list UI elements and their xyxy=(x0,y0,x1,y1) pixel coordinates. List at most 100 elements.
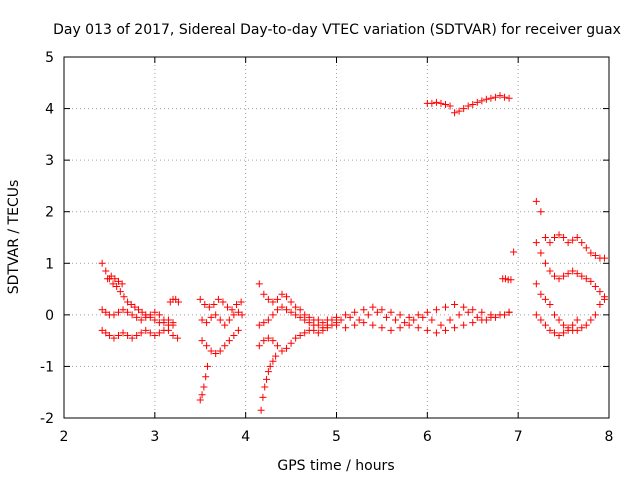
data-point xyxy=(260,290,268,298)
x-tick-label: 3 xyxy=(150,429,159,445)
data-point xyxy=(564,239,572,247)
data-point xyxy=(263,375,271,383)
data-point xyxy=(333,321,340,329)
data-point xyxy=(116,288,124,296)
data-point xyxy=(98,326,106,334)
data-point xyxy=(301,329,309,337)
data-point xyxy=(131,303,139,311)
data-point xyxy=(414,324,422,332)
data-point xyxy=(469,319,477,327)
axis-ticks xyxy=(63,56,610,419)
data-point xyxy=(551,272,558,280)
data-point xyxy=(142,326,150,334)
data-point xyxy=(541,234,549,241)
data-point xyxy=(225,337,233,345)
data-point xyxy=(555,316,563,324)
data-point xyxy=(469,306,477,314)
data-point xyxy=(296,306,304,314)
data-point xyxy=(505,94,513,102)
data-point xyxy=(287,339,295,347)
data-point xyxy=(469,100,477,108)
data-point xyxy=(221,342,229,350)
data-point xyxy=(551,234,558,241)
data-point xyxy=(119,306,127,314)
data-point xyxy=(164,316,172,324)
data-point xyxy=(292,303,300,311)
data-point xyxy=(201,301,209,309)
data-point xyxy=(537,316,545,324)
data-point xyxy=(569,236,577,244)
data-point xyxy=(478,308,486,316)
data-point xyxy=(196,295,204,303)
data-point xyxy=(224,303,231,311)
data-point xyxy=(487,94,495,102)
data-point xyxy=(387,308,395,316)
data-point xyxy=(423,308,431,316)
data-point xyxy=(537,249,545,257)
data-point xyxy=(337,316,345,324)
y-tick-label: 3 xyxy=(45,153,54,169)
data-point xyxy=(278,303,286,311)
data-point xyxy=(510,248,518,256)
data-point xyxy=(423,326,431,334)
data-point xyxy=(578,324,586,332)
data-point xyxy=(560,321,568,329)
data-point xyxy=(507,276,515,284)
series-seg3_low xyxy=(255,324,331,355)
data-point xyxy=(169,331,177,339)
data-point xyxy=(261,383,269,391)
data-point xyxy=(272,352,280,360)
data-point xyxy=(451,301,459,309)
data-point xyxy=(532,280,540,288)
data-point xyxy=(109,280,117,288)
data-point xyxy=(600,254,608,262)
data-point xyxy=(464,102,472,110)
data-point xyxy=(591,311,599,319)
data-point xyxy=(587,277,595,285)
series-seg4_b xyxy=(333,308,513,337)
data-point xyxy=(269,357,277,365)
y-axis-title: SDTVAR / TECUs xyxy=(6,180,22,295)
data-point xyxy=(292,311,300,319)
data-point xyxy=(207,313,215,321)
data-point xyxy=(355,316,363,324)
data-point xyxy=(212,311,220,319)
y-tick-label: 2 xyxy=(45,205,54,221)
data-point xyxy=(133,331,141,339)
data-point xyxy=(546,239,554,247)
data-point xyxy=(146,329,154,337)
data-point xyxy=(460,321,468,329)
data-point xyxy=(138,308,146,316)
data-point xyxy=(578,239,586,247)
data-point xyxy=(198,316,206,324)
data-point xyxy=(541,295,549,303)
data-point xyxy=(410,316,418,324)
series-seg2_low xyxy=(198,326,242,358)
data-point xyxy=(546,267,554,275)
data-point xyxy=(296,313,304,321)
data-point xyxy=(460,303,468,311)
data-point xyxy=(134,306,142,314)
data-point xyxy=(351,308,359,316)
data-point xyxy=(532,239,540,247)
data-point xyxy=(478,97,486,105)
x-tick-label: 4 xyxy=(241,429,250,445)
grid-lines xyxy=(64,57,609,418)
data-point xyxy=(573,234,581,241)
data-point xyxy=(482,95,490,103)
data-point xyxy=(164,326,172,334)
data-point xyxy=(151,316,159,324)
data-point xyxy=(378,306,386,314)
data-point xyxy=(127,301,135,309)
data-point xyxy=(234,326,242,334)
data-point xyxy=(582,321,590,329)
data-point xyxy=(473,313,481,321)
data-point xyxy=(230,311,238,319)
data-point xyxy=(587,316,595,324)
data-point xyxy=(314,321,322,329)
data-point xyxy=(560,272,568,280)
data-point xyxy=(364,311,372,319)
data-point xyxy=(98,306,106,314)
data-point xyxy=(505,308,513,316)
x-tick-label: 2 xyxy=(60,429,69,445)
